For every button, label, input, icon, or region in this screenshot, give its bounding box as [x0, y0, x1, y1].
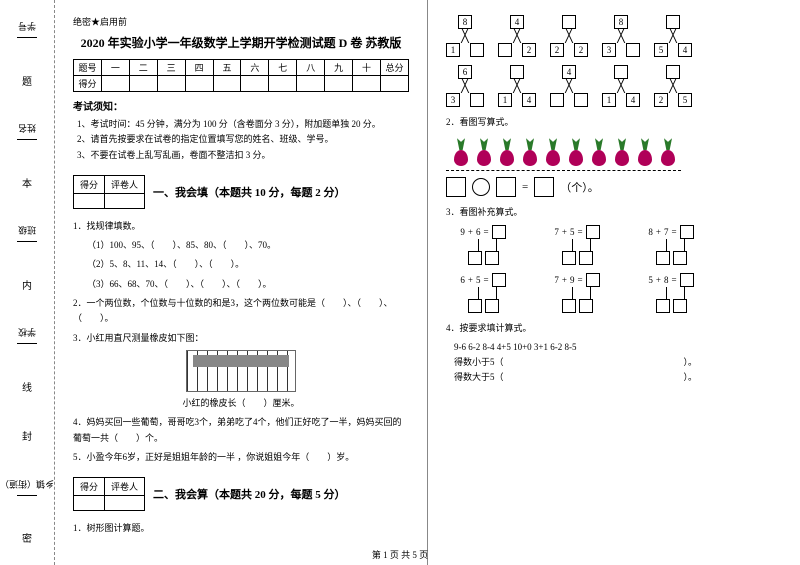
composition-diagram: 7+9=: [540, 273, 614, 313]
line-char-4: 封: [22, 428, 32, 443]
left-column: 绝密★启用前 2020 年实验小学一年级数学上学期开学检测试题 D 卷 苏教版 …: [55, 0, 428, 565]
composition-diagram: 6+5=: [446, 273, 520, 313]
line-char-3: 线: [22, 379, 32, 394]
tree-diagram: 63: [446, 65, 484, 107]
tree-row-2: 63 14 4 14 25: [446, 65, 782, 107]
right-column: 81 42 22 83 54 63 14 4 14 25 2．看图写算式。 =（个）。 3．看图…: [428, 0, 800, 565]
notice-title: 考试须知：: [73, 98, 409, 113]
tree-diagram: 81: [446, 15, 484, 57]
q1-1-3: （3）66、68、70、（ ）、（ ）、（ ）。: [73, 277, 409, 292]
binding-field-2: 班级: [17, 224, 37, 242]
section1-score-box: 得分评卷人: [73, 175, 145, 209]
q2-2-equation: =（个）。: [446, 177, 782, 197]
page-footer: 第 1 页 共 5 页: [0, 548, 800, 561]
composition-diagram: 8+7=: [634, 225, 708, 265]
q2-3: 3．看图补充算式。: [446, 205, 782, 220]
binding-field-3: 学校: [17, 326, 37, 344]
q2-4: 4．按要求填计算式。: [446, 321, 782, 336]
q1-1-1: （1）100、95、（ ）、85、80、（ ）、70。: [73, 238, 409, 253]
score-table: 题号一二三四五六七八九十总分 得分: [73, 59, 409, 92]
q2-1: 1．树形图计算题。: [73, 521, 409, 536]
q1-1: 1．找规律填数。: [73, 219, 409, 234]
q1-2: 2．一个两位数，个位数与十位数的和是3，这个两位数可能是（ ）、（ ）、（ ）。: [73, 296, 409, 327]
radish-figure: [446, 134, 681, 171]
composition-diagram: 5+8=: [634, 273, 708, 313]
line-char-5: 密: [22, 530, 32, 545]
line-char-1: 本: [22, 175, 32, 190]
q1-3: 3．小红用直尺测量橡皮如下图：: [73, 331, 409, 346]
exam-title: 2020 年实验小学一年级数学上学期开学检测试题 D 卷 苏教版: [73, 34, 409, 51]
binding-field-0: 学号: [17, 20, 37, 38]
notice-list: 1、考试时间：45 分钟，满分为 100 分（含卷面分 3 分），附加题单独 2…: [73, 117, 409, 163]
line-char-2: 内: [22, 277, 32, 292]
q1-1-2: （2）5、8、11、14、（ ）、（ ）。: [73, 257, 409, 272]
comp-row-1: 9+6= 7+5= 8+7=: [446, 225, 782, 265]
ruler-figure: [186, 350, 296, 392]
q1-4: 4．妈妈买回一些葡萄，哥哥吃3个，弟弟吃了4个，他们正好吃了一半，妈妈买回的葡萄…: [73, 415, 409, 446]
tree-diagram: 4: [550, 65, 588, 107]
binding-column: 学号 题 姓名 本 班级 内 学校 线 封 乡镇（街道） 密: [0, 0, 55, 565]
comp-row-2: 6+5= 7+9= 5+8=: [446, 273, 782, 313]
tree-diagram: 25: [654, 65, 692, 107]
composition-diagram: 7+5=: [540, 225, 614, 265]
tree-row-1: 81 42 22 83 54: [446, 15, 782, 57]
section2-title: 二、我会算（本题共 20 分，每题 5 分）: [153, 486, 346, 502]
q2-2: 2．看图写算式。: [446, 115, 782, 130]
section2-score-box: 得分评卷人: [73, 477, 145, 511]
composition-diagram: 9+6=: [446, 225, 520, 265]
tree-diagram: 54: [654, 15, 692, 57]
scissors-icon: 题: [22, 73, 32, 88]
section1-title: 一、我会填（本题共 10 分，每题 2 分）: [153, 184, 346, 200]
tree-diagram: 14: [498, 65, 536, 107]
q1-5: 5．小盈今年6岁，正好是姐姐年龄的一半 ，你说姐姐今年（ ）岁。: [73, 450, 409, 465]
tree-diagram: 14: [602, 65, 640, 107]
binding-field-1: 姓名: [17, 122, 37, 140]
secret-label: 绝密★启用前: [73, 15, 409, 28]
q2-4-body: 9-6 6-2 8-4 4+5 10+0 3+1 6-2 8-5 得数小于5（ …: [446, 340, 782, 386]
q1-3-ans: 小红的橡皮长（ ）厘米。: [73, 396, 409, 411]
tree-diagram: 22: [550, 15, 588, 57]
tree-diagram: 42: [498, 15, 536, 57]
binding-field-4: 乡镇（街道）: [0, 478, 54, 496]
tree-diagram: 83: [602, 15, 640, 57]
